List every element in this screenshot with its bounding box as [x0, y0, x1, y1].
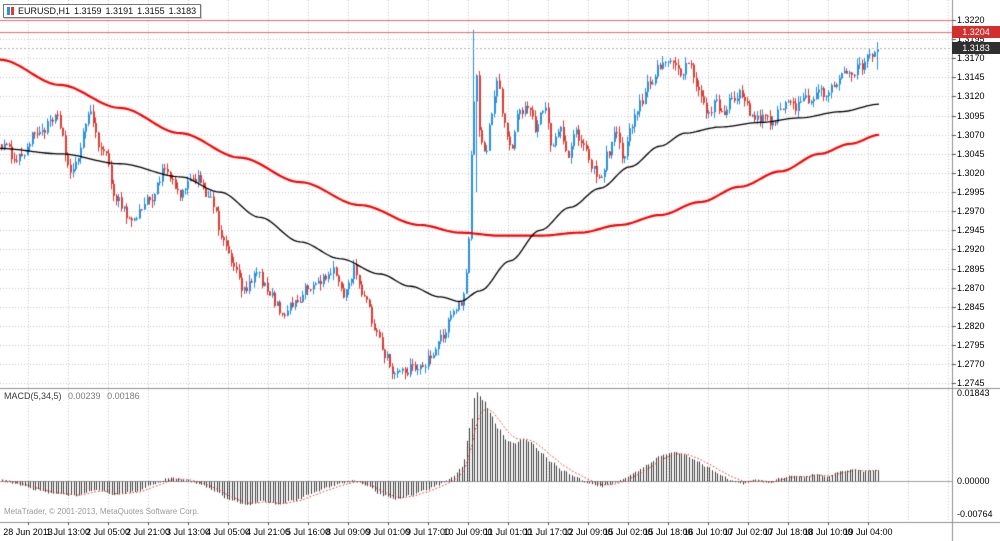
time-axis-label: 10 Jul 09:00: [443, 527, 493, 537]
symbol-timeframe-label: EURUSD,H1: [18, 6, 71, 16]
time-axis-label: 16 Jul 10:00: [683, 527, 733, 537]
time-axis-label: 15 Jul 02:00: [603, 527, 653, 537]
time-axis-label: 1 Jul 13:00: [45, 527, 91, 537]
macd-name: MACD(5,34,5): [4, 391, 62, 401]
time-axis-label: 11 Jul 17:00: [523, 527, 573, 537]
time-axis-label: 19 Jul 04:00: [843, 527, 893, 537]
price-axis-label: 1.2945: [957, 225, 985, 236]
low-value: 1.3155: [137, 6, 165, 16]
price-axis-label: 1.2745: [957, 378, 985, 389]
macd-indicator-label: MACD(5,34,5) 0.00239 0.00186: [4, 391, 140, 401]
alert-price-badge[interactable]: 1.3204: [952, 26, 1000, 39]
time-axis-label: 4 Jul 21:00: [245, 527, 291, 537]
time-axis-label: 3 Jul 13:00: [165, 527, 211, 537]
price-axis-label: 1.3120: [957, 91, 985, 102]
macd-axis-label: 0.01843: [957, 388, 990, 398]
symbol-info-box: EURUSD,H1 1.3159 1.3191 1.3155 1.3183: [3, 4, 202, 18]
time-axis-label: 11 Jul 01:00: [483, 527, 533, 537]
price-axis-label: 1.2870: [957, 282, 985, 293]
price-axis-label: 1.2920: [957, 244, 985, 255]
price-axis-label: 1.3020: [957, 167, 985, 178]
time-axis-label: 17 Jul 02:00: [723, 527, 773, 537]
time-axis-label: 17 Jul 18:00: [763, 527, 813, 537]
candlestick-chart-icon: [7, 7, 15, 15]
macd-axis-label: 0.00000: [957, 476, 990, 487]
time-axis-label: 9 Jul 17:00: [405, 527, 451, 537]
price-axis-label: 1.2845: [957, 301, 985, 312]
price-axis-label: 1.2770: [957, 359, 985, 370]
price-axis-label: 1.2970: [957, 206, 985, 217]
time-axis-label: 4 Jul 05:00: [205, 527, 251, 537]
price-axis-label: 1.3045: [957, 148, 985, 159]
time-axis-label: 15 Jul 18:00: [643, 527, 693, 537]
time-axis-label: 8 Jul 09:00: [325, 527, 371, 537]
macd-signal-value: 0.00186: [107, 391, 140, 401]
price-axis-label: 1.3220: [957, 14, 985, 25]
current-price-badge: 1.3183: [952, 42, 1000, 55]
price-axis-label: 1.3145: [957, 72, 985, 83]
price-axis-label: 1.2820: [957, 321, 985, 331]
macd-axis-label: -0.00764: [957, 509, 993, 519]
time-axis-label: 28 Jun 2013: [3, 527, 53, 537]
price-axis-label: 1.3170: [957, 53, 985, 64]
time-axis-label: 18 Jul 10:00: [803, 527, 853, 537]
high-value: 1.3191: [105, 6, 134, 16]
price-axis-label: 1.3195: [957, 34, 985, 45]
price-axis-label: 1.2795: [957, 340, 985, 351]
price-axis-label: 1.3070: [957, 129, 985, 140]
time-axis-label: 5 Jul 16:00: [285, 527, 331, 537]
time-axis-label: 12 Jul 09:00: [563, 527, 613, 537]
copyright-text: MetaTrader, © 2001-2013, MetaQuotes Soft…: [4, 507, 200, 516]
time-axis-label: 9 Jul 01:00: [365, 527, 411, 537]
time-axis-label: 2 Jul 05:00: [85, 527, 131, 537]
open-value: 1.3159: [74, 6, 102, 16]
price-axis-label: 1.2995: [957, 187, 985, 198]
time-axis-label: 2 Jul 21:00: [125, 527, 171, 537]
price-axis-label: 1.3095: [957, 110, 985, 121]
price-axis-label: 1.2895: [957, 263, 985, 274]
close-value: 1.3183: [168, 6, 197, 16]
macd-value: 0.00239: [68, 391, 101, 401]
